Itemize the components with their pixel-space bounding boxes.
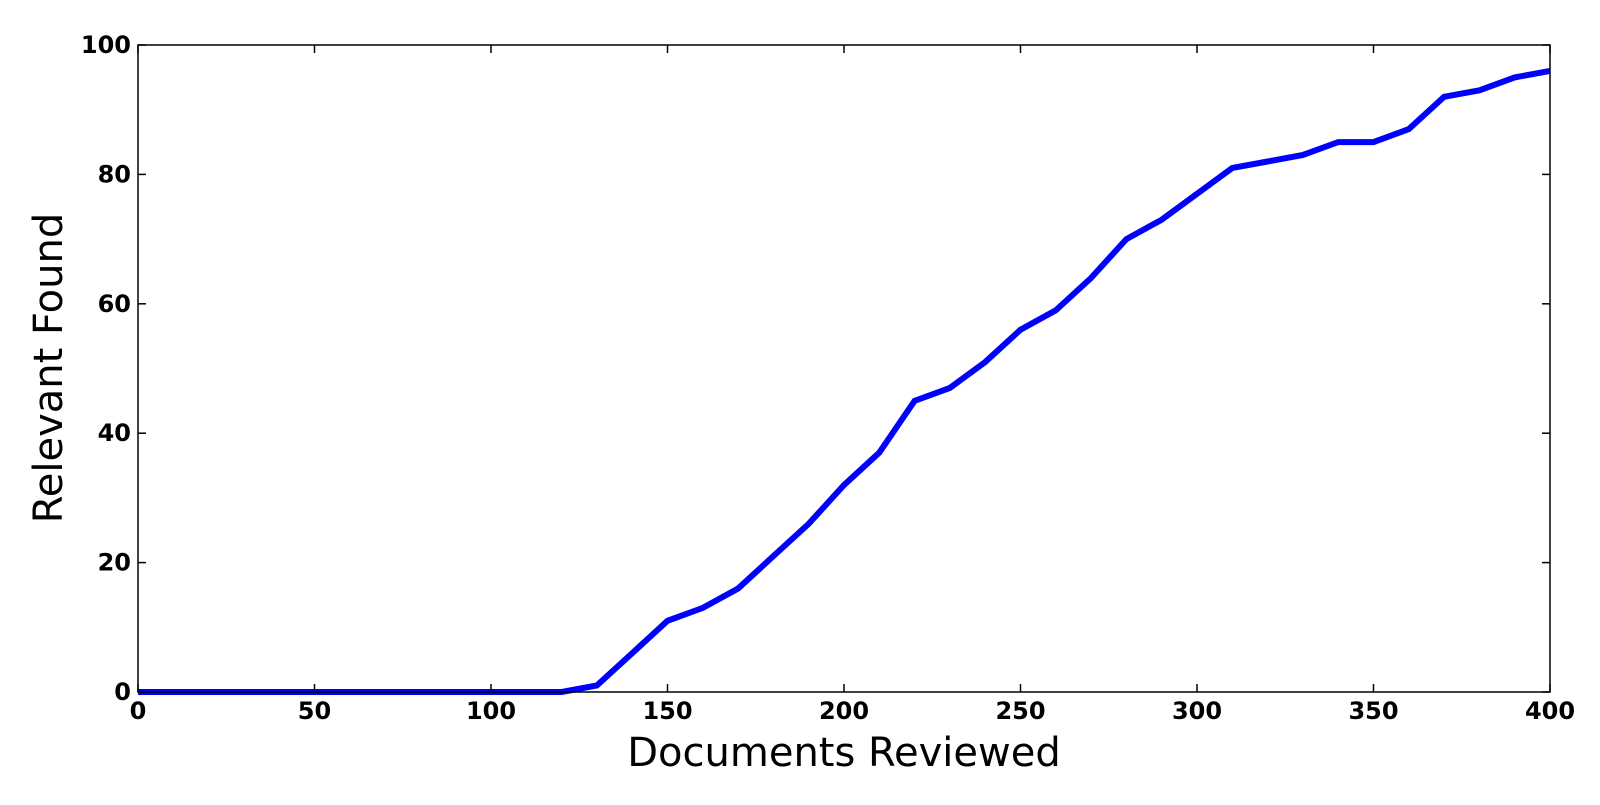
series-layer [138, 67, 1551, 695]
x-tick-label: 250 [995, 697, 1045, 725]
y-tick-label: 0 [114, 678, 131, 706]
x-tick-label: 350 [1348, 697, 1398, 725]
y-tick-label: 40 [98, 419, 131, 447]
y-tick-label: 20 [98, 549, 131, 577]
x-tick-label: 400 [1525, 697, 1575, 725]
ticks-layer: 0 50 100 150 200 250 300 350 400 0 20 40 60 80 100 [81, 31, 1575, 725]
y-tick-label: 60 [98, 290, 131, 318]
x-tick-label: 100 [466, 697, 516, 725]
x-tick-label: 150 [642, 697, 692, 725]
x-axis-label: Documents Reviewed [627, 730, 1061, 776]
x-tick-label: 0 [130, 697, 147, 725]
y-tick-label: 80 [98, 160, 131, 188]
series-line [138, 67, 1551, 695]
y-tick-label: 100 [81, 31, 131, 59]
x-tick-label: 300 [1172, 697, 1222, 725]
y-axis-label: Relevant Found [26, 213, 72, 523]
x-tick-label: 50 [298, 697, 331, 725]
x-tick-label: 200 [819, 697, 869, 725]
